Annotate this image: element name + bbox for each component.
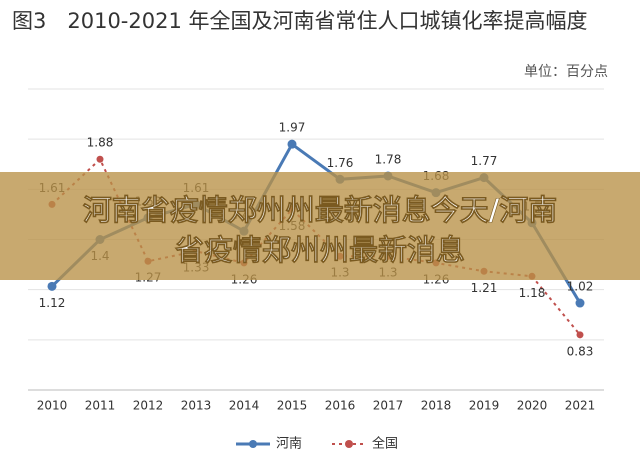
legend-label: 河南	[276, 436, 302, 452]
x-tick-label: 2013	[181, 399, 212, 413]
x-tick-label: 2011	[85, 399, 116, 413]
data-point	[47, 281, 57, 291]
value-label: 1.18	[519, 286, 546, 300]
data-point	[576, 331, 584, 339]
legend-marker	[345, 440, 353, 448]
data-point	[575, 298, 585, 308]
overlay: 河南省疫情郑州州最新消息今天/河南 省疫情郑州州最新消息	[0, 172, 640, 280]
x-tick-label: 2019	[469, 399, 500, 413]
value-label: 1.97	[279, 121, 306, 135]
value-label: 1.21	[471, 281, 498, 295]
unit-label: 单位：百分点	[524, 64, 608, 80]
legend-marker	[249, 440, 257, 448]
value-label: 0.83	[567, 344, 594, 358]
x-tick-label: 2021	[565, 399, 596, 413]
x-tick-label: 2018	[421, 399, 452, 413]
value-label: 1.78	[375, 152, 402, 166]
x-tick-label: 2017	[373, 399, 404, 413]
x-tick-label: 2020	[517, 399, 548, 413]
x-tick-label: 2012	[133, 399, 164, 413]
x-tick-label: 2014	[229, 399, 260, 413]
data-point	[287, 139, 297, 149]
value-label: 1.02	[567, 280, 594, 294]
value-label: 1.76	[327, 156, 354, 170]
value-label: 1.88	[87, 136, 114, 150]
banner	[0, 172, 640, 280]
value-label: 1.12	[39, 296, 66, 310]
x-tick-label: 2015	[277, 399, 308, 413]
legend-label: 全国	[372, 436, 398, 452]
value-label: 1.77	[471, 154, 498, 168]
chart-title: 图3 2010-2021 年全国及河南省常住人口城镇化率提高幅度	[12, 9, 588, 33]
x-tick-label: 2010	[37, 399, 68, 413]
banner-line: 河南省疫情郑州州最新消息今天/河南	[83, 193, 558, 227]
banner-line: 省疫情郑州州最新消息	[175, 233, 465, 267]
x-tick-label: 2016	[325, 399, 356, 413]
data-point	[96, 155, 104, 163]
